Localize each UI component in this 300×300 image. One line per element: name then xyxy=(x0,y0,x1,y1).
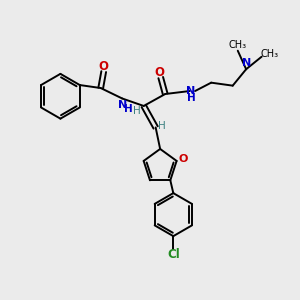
Text: CH₃: CH₃ xyxy=(228,40,246,50)
Text: N: N xyxy=(186,86,196,96)
Text: N: N xyxy=(118,100,127,110)
Text: H: H xyxy=(124,104,133,114)
Text: Cl: Cl xyxy=(167,248,180,261)
Text: H: H xyxy=(187,93,195,103)
Text: H: H xyxy=(158,121,166,131)
Text: O: O xyxy=(178,154,188,164)
Text: CH₃: CH₃ xyxy=(260,49,278,59)
Text: H: H xyxy=(133,106,141,116)
Text: O: O xyxy=(99,60,109,73)
Text: N: N xyxy=(242,58,251,68)
Text: O: O xyxy=(154,66,164,79)
